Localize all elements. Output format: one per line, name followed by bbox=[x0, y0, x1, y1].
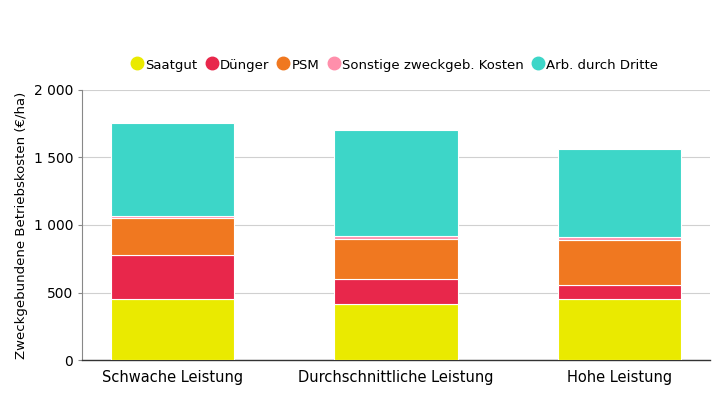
Bar bbox=[111, 216, 233, 218]
Bar bbox=[111, 299, 233, 360]
Bar bbox=[558, 285, 682, 299]
Bar bbox=[111, 218, 233, 255]
Bar bbox=[111, 255, 233, 299]
Bar bbox=[558, 237, 682, 240]
Bar bbox=[334, 238, 457, 279]
Bar bbox=[558, 149, 682, 237]
Bar bbox=[558, 299, 682, 360]
Bar bbox=[334, 279, 457, 304]
Bar bbox=[334, 130, 457, 236]
Bar bbox=[111, 123, 233, 216]
Bar bbox=[558, 240, 682, 285]
Legend: Saatgut, Dünger, PSM, Sonstige zweckgeb. Kosten, Arb. durch Dritte: Saatgut, Dünger, PSM, Sonstige zweckgeb.… bbox=[128, 53, 663, 77]
Bar bbox=[334, 304, 457, 360]
Y-axis label: Zweckgebundene Betriebskosten (€/ha): Zweckgebundene Betriebskosten (€/ha) bbox=[15, 91, 28, 359]
Bar bbox=[334, 236, 457, 238]
